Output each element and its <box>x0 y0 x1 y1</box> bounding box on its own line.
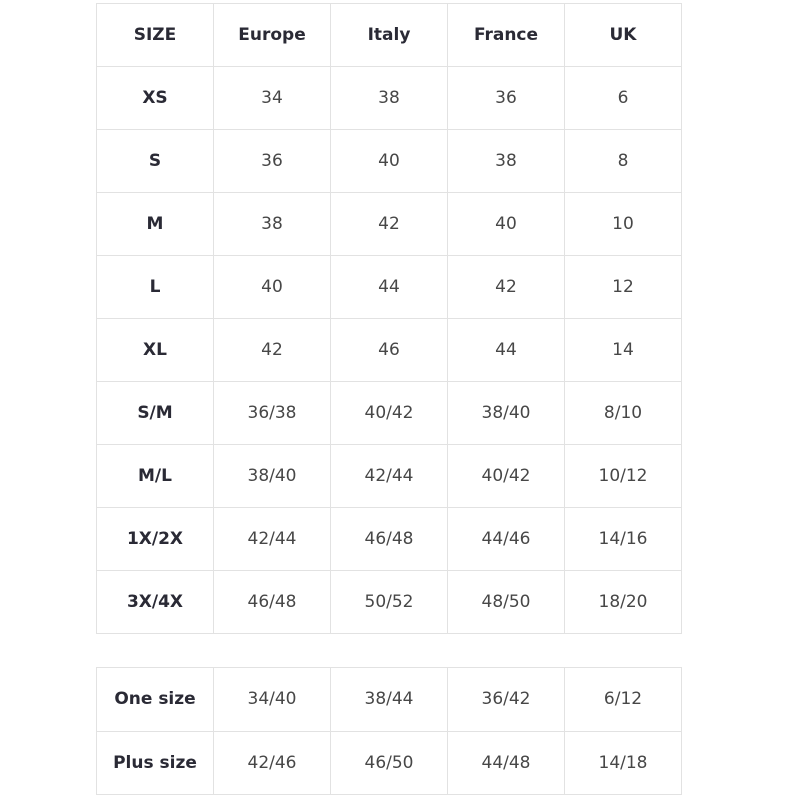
size-value-cell: 38 <box>213 192 331 256</box>
size-value-cell: 40 <box>447 192 565 256</box>
header-row: SIZE Europe Italy France UK <box>96 3 682 67</box>
size-value-cell: 38 <box>447 129 565 193</box>
size-value-cell: 36 <box>213 129 331 193</box>
size-label-cell: XS <box>96 66 214 130</box>
size-value-cell: 14/18 <box>564 730 682 795</box>
size-value-cell: 6/12 <box>564 667 682 732</box>
size-label-cell: M/L <box>96 444 214 508</box>
size-value-cell: 42/46 <box>213 730 331 795</box>
size-label-cell: XL <box>96 318 214 382</box>
size-value-cell: 48/50 <box>447 570 565 634</box>
size-value-cell: 42 <box>330 192 448 256</box>
size-value-cell: 46/50 <box>330 730 448 795</box>
one-plus-size-table: One size 34/40 38/44 36/42 6/12 Plus size 42/4… <box>96 667 682 795</box>
table-row: Plus size 42/46 46/50 44/48 14/18 <box>96 730 682 795</box>
table-row: XS 34 38 36 6 <box>96 66 682 130</box>
size-label-cell: M <box>96 192 214 256</box>
size-value-cell: 44/48 <box>447 730 565 795</box>
size-value-cell: 6 <box>564 66 682 130</box>
table-row: 3X/4X 46/48 50/52 48/50 18/20 <box>96 570 682 634</box>
size-value-cell: 34/40 <box>213 667 331 732</box>
table-row: One size 34/40 38/44 36/42 6/12 <box>96 667 682 732</box>
table-row: S 36 40 38 8 <box>96 129 682 193</box>
size-value-cell: 40/42 <box>330 381 448 445</box>
column-header: Italy <box>330 3 448 67</box>
size-value-cell: 42/44 <box>213 507 331 571</box>
column-header: France <box>447 3 565 67</box>
table-row: S/M 36/38 40/42 38/40 8/10 <box>96 381 682 445</box>
table-row: M/L 38/40 42/44 40/42 10/12 <box>96 444 682 508</box>
table-row: L 40 44 42 12 <box>96 255 682 319</box>
size-chart-table: SIZE Europe Italy France UK XS 34 38 36 6 S 36 40 38 8… <box>96 3 682 634</box>
column-header: UK <box>564 3 682 67</box>
size-value-cell: 50/52 <box>330 570 448 634</box>
size-value-cell: 14 <box>564 318 682 382</box>
size-value-cell: 42 <box>447 255 565 319</box>
size-value-cell: 42/44 <box>330 444 448 508</box>
size-value-cell: 38/44 <box>330 667 448 732</box>
size-label-cell: S/M <box>96 381 214 445</box>
size-value-cell: 38/40 <box>213 444 331 508</box>
size-label-cell: Plus size <box>96 730 214 795</box>
column-header: SIZE <box>96 3 214 67</box>
size-value-cell: 36 <box>447 66 565 130</box>
size-value-cell: 46 <box>330 318 448 382</box>
size-value-cell: 46/48 <box>330 507 448 571</box>
size-value-cell: 40 <box>213 255 331 319</box>
size-label-cell: One size <box>96 667 214 732</box>
size-value-cell: 44 <box>330 255 448 319</box>
size-value-cell: 36/38 <box>213 381 331 445</box>
size-value-cell: 18/20 <box>564 570 682 634</box>
size-value-cell: 40 <box>330 129 448 193</box>
size-value-cell: 40/42 <box>447 444 565 508</box>
size-value-cell: 12 <box>564 255 682 319</box>
size-value-cell: 46/48 <box>213 570 331 634</box>
column-header: Europe <box>213 3 331 67</box>
table-row: M 38 42 40 10 <box>96 192 682 256</box>
table-row: XL 42 46 44 14 <box>96 318 682 382</box>
size-value-cell: 14/16 <box>564 507 682 571</box>
size-label-cell: S <box>96 129 214 193</box>
size-value-cell: 8/10 <box>564 381 682 445</box>
size-value-cell: 42 <box>213 318 331 382</box>
size-value-cell: 38/40 <box>447 381 565 445</box>
size-value-cell: 36/42 <box>447 667 565 732</box>
size-value-cell: 10 <box>564 192 682 256</box>
size-value-cell: 10/12 <box>564 444 682 508</box>
size-value-cell: 8 <box>564 129 682 193</box>
size-label-cell: L <box>96 255 214 319</box>
size-value-cell: 38 <box>330 66 448 130</box>
size-value-cell: 44/46 <box>447 507 565 571</box>
table-row: 1X/2X 42/44 46/48 44/46 14/16 <box>96 507 682 571</box>
size-value-cell: 34 <box>213 66 331 130</box>
size-label-cell: 1X/2X <box>96 507 214 571</box>
size-label-cell: 3X/4X <box>96 570 214 634</box>
size-value-cell: 44 <box>447 318 565 382</box>
